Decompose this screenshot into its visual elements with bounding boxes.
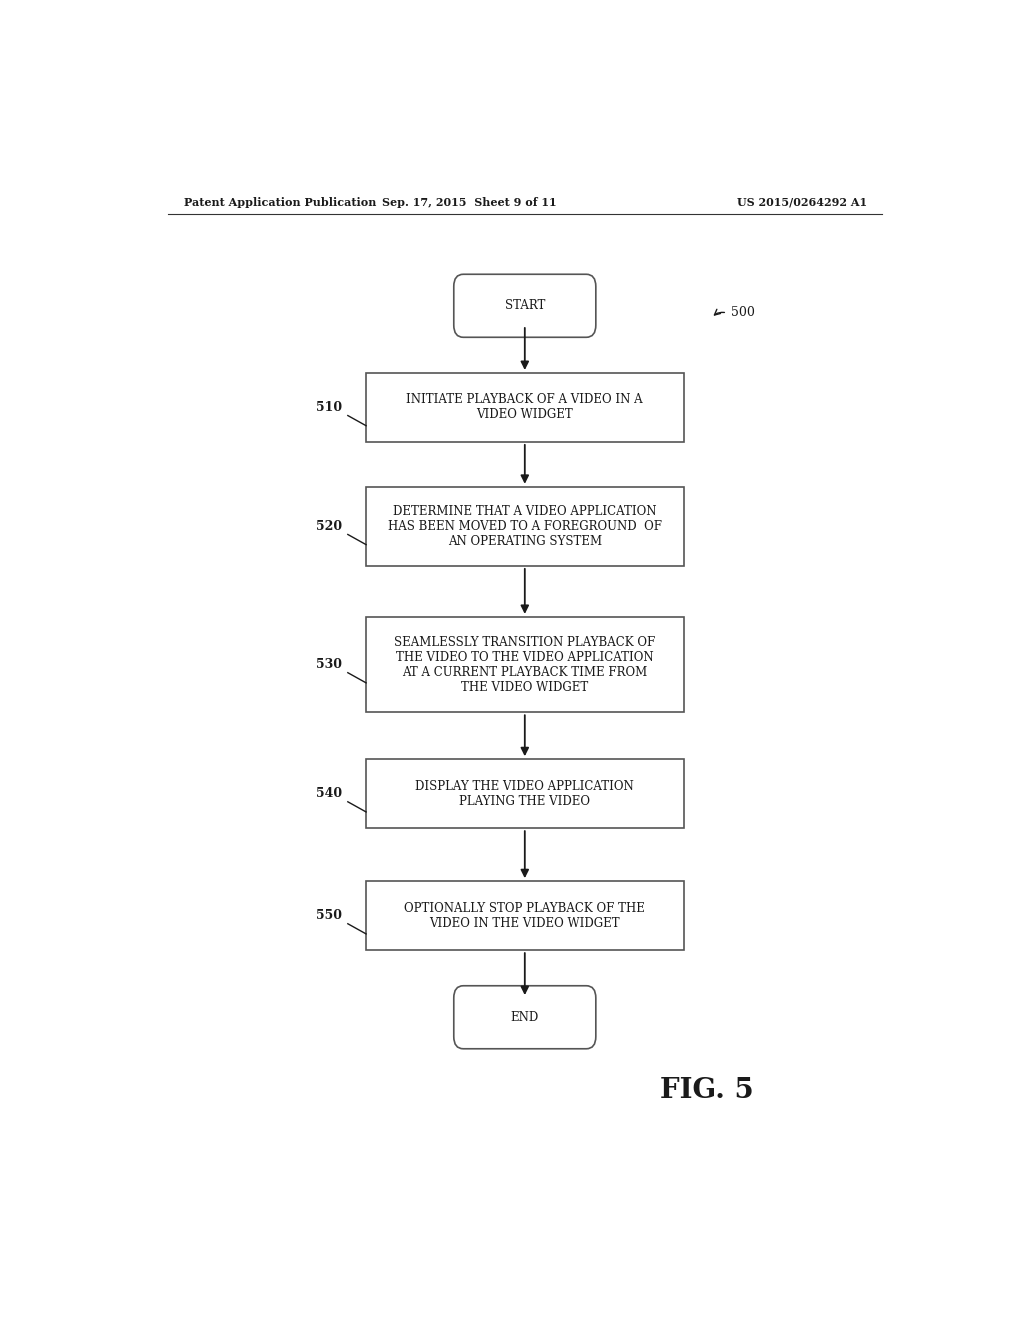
Text: US 2015/0264292 A1: US 2015/0264292 A1 <box>737 197 867 207</box>
FancyBboxPatch shape <box>367 759 684 828</box>
FancyBboxPatch shape <box>367 880 684 950</box>
FancyBboxPatch shape <box>454 275 596 338</box>
Text: Patent Application Publication: Patent Application Publication <box>183 197 376 207</box>
Text: 510: 510 <box>316 401 342 414</box>
FancyBboxPatch shape <box>367 487 684 566</box>
Text: FIG. 5: FIG. 5 <box>660 1077 755 1104</box>
Text: SEAMLESSLY TRANSITION PLAYBACK OF
THE VIDEO TO THE VIDEO APPLICATION
AT A CURREN: SEAMLESSLY TRANSITION PLAYBACK OF THE VI… <box>394 635 655 693</box>
FancyBboxPatch shape <box>367 372 684 442</box>
Text: DETERMINE THAT A VIDEO APPLICATION
HAS BEEN MOVED TO A FOREGROUND  OF
AN OPERATI: DETERMINE THAT A VIDEO APPLICATION HAS B… <box>388 504 662 548</box>
Text: END: END <box>511 1011 539 1024</box>
Text: 540: 540 <box>316 787 342 800</box>
Text: OPTIONALLY STOP PLAYBACK OF THE
VIDEO IN THE VIDEO WIDGET: OPTIONALLY STOP PLAYBACK OF THE VIDEO IN… <box>404 902 645 929</box>
FancyBboxPatch shape <box>454 986 596 1049</box>
FancyBboxPatch shape <box>367 616 684 713</box>
Text: 550: 550 <box>316 909 342 923</box>
Text: INITIATE PLAYBACK OF A VIDEO IN A
VIDEO WIDGET: INITIATE PLAYBACK OF A VIDEO IN A VIDEO … <box>407 393 643 421</box>
Text: Sep. 17, 2015  Sheet 9 of 11: Sep. 17, 2015 Sheet 9 of 11 <box>382 197 557 207</box>
Text: DISPLAY THE VIDEO APPLICATION
PLAYING THE VIDEO: DISPLAY THE VIDEO APPLICATION PLAYING TH… <box>416 780 634 808</box>
Text: 520: 520 <box>316 520 342 533</box>
Text: 500: 500 <box>731 306 755 319</box>
Text: 530: 530 <box>316 659 342 671</box>
Text: START: START <box>505 300 545 313</box>
